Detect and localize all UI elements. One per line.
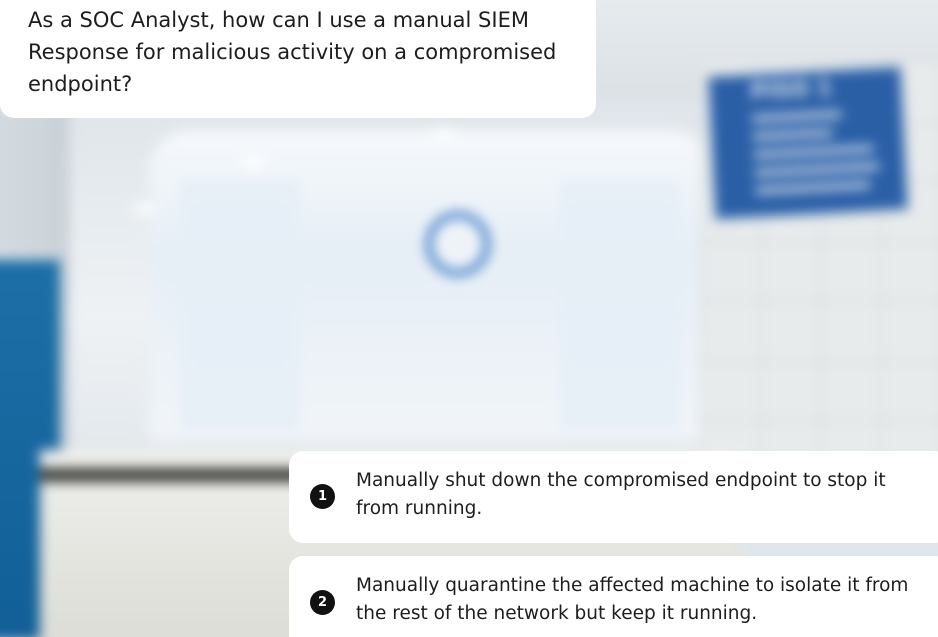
sign-line — [753, 145, 874, 158]
sign-line — [751, 111, 842, 122]
option-number-badge: 1 — [310, 484, 335, 509]
hospital-logo-icon — [426, 212, 490, 276]
option-number-badge: 2 — [310, 590, 335, 615]
ceiling-light — [132, 204, 156, 214]
ceiling-light — [242, 158, 266, 168]
option-text: Manually shut down the compromised endpo… — [356, 470, 886, 519]
sign-line — [755, 181, 871, 194]
answer-option-2[interactable]: 2 Manually quarantine the affected machi… — [289, 556, 938, 637]
ceiling-light — [432, 128, 456, 138]
answer-option-1[interactable]: 1 Manually shut down the compromised end… — [289, 451, 938, 543]
option-text: Manually quarantine the affected machine… — [356, 575, 909, 624]
sign-title: PISO 1 — [749, 75, 833, 105]
glass-panel — [560, 180, 680, 430]
glass-panel — [180, 180, 300, 430]
sign-line — [754, 163, 880, 176]
direction-sign: PISO 1 — [706, 64, 910, 222]
sign-line — [752, 129, 833, 140]
question-card: As a SOC Analyst, how can I use a manual… — [0, 0, 596, 118]
question-text: As a SOC Analyst, how can I use a manual… — [28, 8, 557, 96]
